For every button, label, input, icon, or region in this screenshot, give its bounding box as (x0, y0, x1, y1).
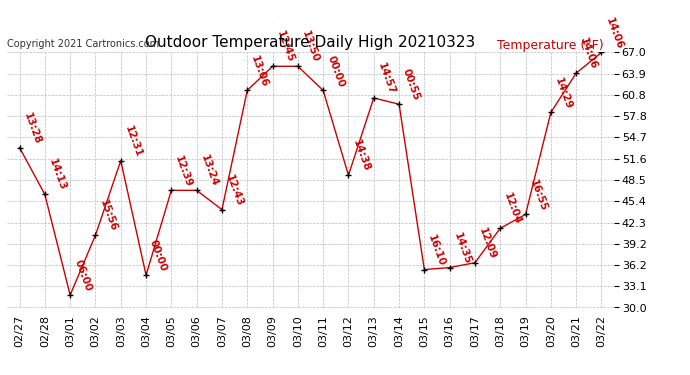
Text: 12:31: 12:31 (123, 124, 144, 159)
Text: 14:35: 14:35 (452, 231, 473, 266)
Text: 16:10: 16:10 (426, 233, 447, 267)
Title: Outdoor Temperature Daily High 20210323: Outdoor Temperature Daily High 20210323 (146, 35, 475, 50)
Text: 00:00: 00:00 (325, 54, 346, 88)
Text: 14:57: 14:57 (376, 61, 397, 96)
Text: 13:24: 13:24 (199, 154, 219, 188)
Text: 12:09: 12:09 (477, 226, 497, 261)
Text: 00:00: 00:00 (148, 238, 169, 273)
Text: 14:13: 14:13 (47, 158, 68, 192)
Text: 14:29: 14:29 (553, 76, 573, 110)
Text: 13:06: 13:06 (249, 54, 270, 88)
Text: Temperature (°F): Temperature (°F) (497, 39, 604, 53)
Text: 13:28: 13:28 (21, 111, 42, 146)
Text: 13:50: 13:50 (300, 30, 321, 64)
Text: 12:04: 12:04 (502, 192, 523, 226)
Text: 14:38: 14:38 (351, 138, 371, 173)
Text: 00:55: 00:55 (401, 68, 422, 102)
Text: 12:39: 12:39 (173, 154, 194, 188)
Text: 14:06: 14:06 (604, 16, 624, 50)
Text: 16:55: 16:55 (528, 178, 549, 212)
Text: 12:45: 12:45 (275, 30, 295, 64)
Text: Copyright 2021 Cartronics.com: Copyright 2021 Cartronics.com (7, 39, 159, 50)
Text: 06:00: 06:00 (72, 258, 93, 293)
Text: 14:06: 14:06 (578, 36, 599, 71)
Text: 12:43: 12:43 (224, 173, 245, 208)
Text: 15:56: 15:56 (97, 198, 118, 233)
